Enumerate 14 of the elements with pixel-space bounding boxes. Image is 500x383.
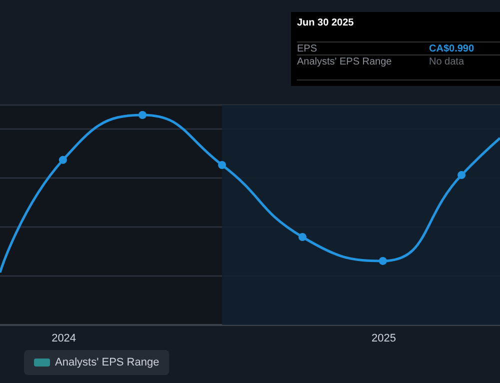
text: CA$0.990 [429,44,474,54]
point [378,256,387,265]
point [298,233,306,242]
text: Analysts' EPS Range [297,56,392,68]
text: EPS [297,44,318,54]
point [458,171,466,180]
point [138,111,146,119]
legend-label: Analysts' EPS Range [55,356,160,368]
text: No data [429,56,464,68]
text: Jun 30 2025 [297,18,354,28]
x-tick-label: 2025 [372,332,396,344]
x-tick-label: 2024 [52,332,76,344]
point [218,160,226,169]
point [58,156,67,164]
